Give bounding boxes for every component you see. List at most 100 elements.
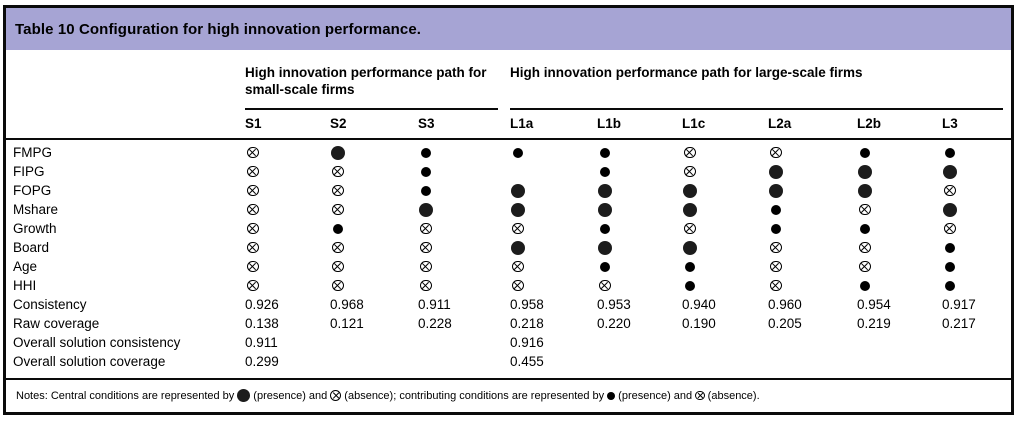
central-presence-icon [511, 202, 525, 217]
contributing-presence-icon [945, 261, 955, 272]
absence-icon [859, 241, 871, 254]
value-cell [942, 352, 1011, 371]
condition-cell [768, 143, 857, 162]
table-row: HHI [6, 276, 1011, 295]
condition-cell [942, 238, 1011, 257]
column-group-header-row: High innovation performance path for sma… [6, 64, 1011, 110]
condition-cell [942, 276, 1011, 295]
value-cell [418, 333, 510, 352]
absence-icon [332, 279, 344, 292]
value-cell: 0.219 [857, 316, 891, 331]
value-cell: 0.958 [510, 297, 544, 312]
condition-cell [330, 181, 418, 200]
value-cell [330, 352, 418, 371]
notes-text: (absence). [707, 389, 760, 402]
absence-icon [944, 184, 956, 197]
condition-cell [768, 276, 857, 295]
condition-cell [510, 181, 597, 200]
condition-cell [597, 143, 682, 162]
contributing-presence-icon [600, 166, 610, 177]
table-row: Consistency 0.926 0.968 0.911 0.958 0.953 0.94… [6, 295, 1011, 314]
central-presence-icon [769, 183, 783, 198]
condition-cell [597, 276, 682, 295]
central-presence-icon [598, 183, 612, 198]
central-presence-icon [511, 183, 525, 198]
condition-cell [597, 181, 682, 200]
condition-cell [245, 276, 330, 295]
table-notes: Notes: Central conditions are represente… [6, 380, 1011, 402]
condition-cell [942, 181, 1011, 200]
contributing-presence-icon [945, 280, 955, 291]
condition-cell [245, 200, 330, 219]
central-presence-icon [237, 389, 251, 402]
condition-cell [942, 162, 1011, 181]
condition-cell [768, 162, 857, 181]
condition-cell [857, 181, 942, 200]
value-cell [682, 352, 768, 371]
condition-cell [682, 276, 768, 295]
condition-cell [418, 219, 510, 238]
col-group-small-scale-firms: High innovation performance path for sma… [245, 64, 498, 110]
value-cell: 0.953 [597, 297, 631, 312]
value-cell [597, 333, 682, 352]
contributing-presence-icon [945, 242, 955, 253]
table-row: Growth [6, 219, 1011, 238]
absence-icon [247, 146, 259, 159]
absence-icon [770, 146, 782, 159]
table-row: FMPG [6, 143, 1011, 162]
absence-icon [684, 165, 696, 178]
absence-icon [420, 279, 432, 292]
contributing-presence-icon [421, 166, 431, 177]
value-cell: 0.455 [510, 354, 544, 369]
value-cell: 0.217 [942, 316, 976, 331]
absence-icon [684, 222, 696, 235]
central-presence-icon [331, 145, 345, 160]
value-cell: 0.916 [510, 335, 544, 350]
table-row: Board [6, 238, 1011, 257]
central-presence-icon [769, 164, 783, 179]
contributing-presence-icon [607, 391, 616, 400]
contributing-absence-icon [695, 390, 705, 401]
condition-cell [597, 257, 682, 276]
value-cell [330, 333, 418, 352]
condition-cell [510, 143, 597, 162]
column-header-L1c: L1c [682, 116, 706, 131]
absence-icon [420, 241, 432, 254]
condition-cell [418, 162, 510, 181]
absence-icon [859, 260, 871, 273]
condition-cell [682, 238, 768, 257]
absence-icon [944, 222, 956, 235]
absence-icon [247, 279, 259, 292]
value-cell [768, 352, 857, 371]
value-cell: 0.121 [330, 316, 364, 331]
contributing-presence-icon [685, 280, 695, 291]
absence-icon [332, 260, 344, 273]
condition-cell [682, 200, 768, 219]
row-label-spacer [6, 64, 245, 110]
value-cell: 0.968 [330, 297, 364, 312]
condition-cell [330, 276, 418, 295]
column-header-S2: S2 [330, 116, 347, 131]
condition-cell [418, 200, 510, 219]
absence-icon [512, 260, 524, 273]
table-body: FMPG FIPG FOPG Mshare Growth Board Age HHI Consi… [6, 140, 1011, 380]
value-cell: 0.911 [245, 335, 278, 350]
column-header-L2b: L2b [857, 116, 882, 131]
contributing-presence-icon [860, 280, 870, 291]
value-cell [857, 333, 942, 352]
row-label: FIPG [13, 164, 45, 179]
central-presence-icon [419, 202, 433, 217]
central-presence-icon [683, 183, 697, 198]
absence-icon [684, 146, 696, 159]
condition-cell [857, 238, 942, 257]
absence-icon [247, 260, 259, 273]
value-cell: 0.205 [768, 316, 802, 331]
row-label: Raw coverage [13, 316, 100, 331]
absence-icon [332, 184, 344, 197]
condition-cell [330, 143, 418, 162]
condition-cell [682, 162, 768, 181]
condition-cell [510, 200, 597, 219]
absence-icon [770, 260, 782, 273]
condition-cell [942, 200, 1011, 219]
table-row: FOPG [6, 181, 1011, 200]
